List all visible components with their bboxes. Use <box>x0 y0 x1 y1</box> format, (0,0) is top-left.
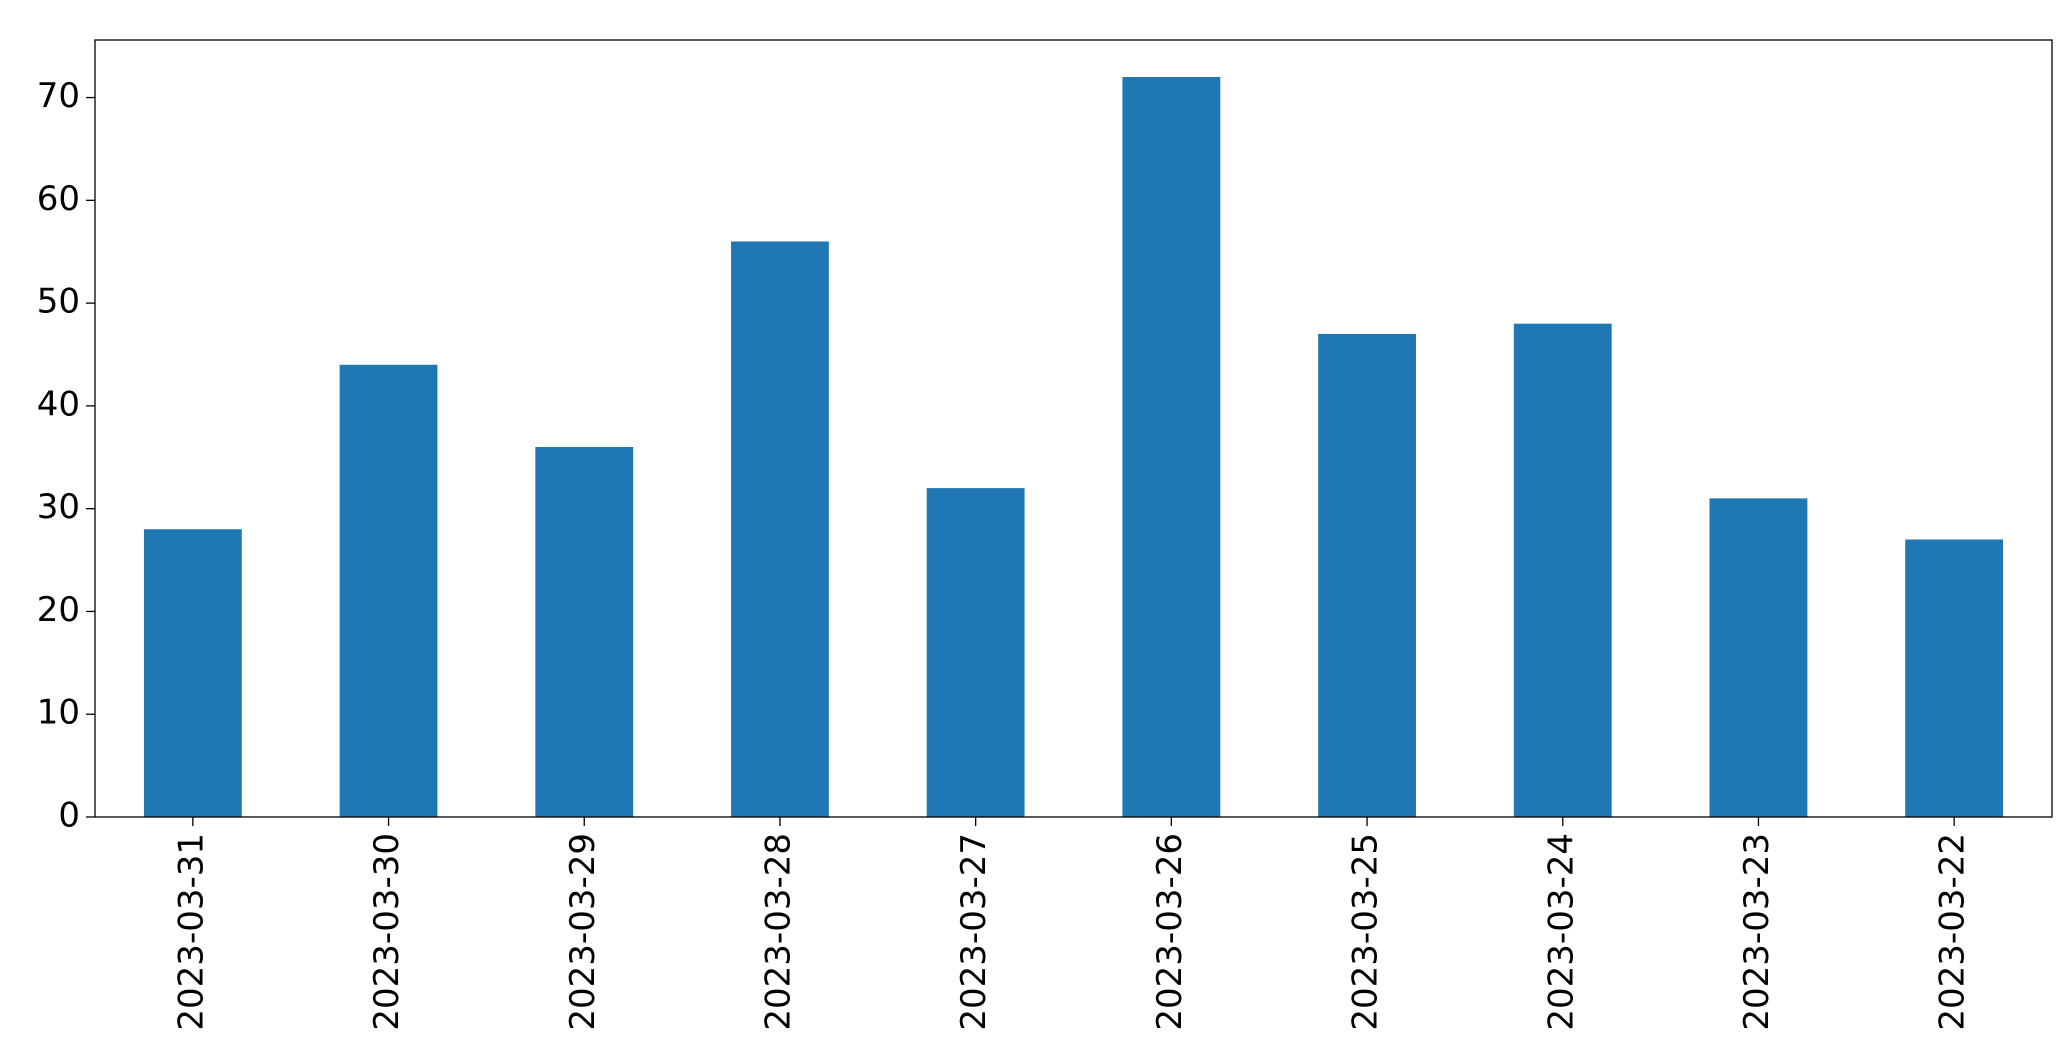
bar <box>143 529 242 817</box>
bar <box>1905 539 2004 817</box>
x-tick-label: 2023-03-23 <box>1737 833 1777 1031</box>
x-tick-label: 2023-03-28 <box>758 833 798 1031</box>
bar <box>1709 498 1808 817</box>
x-tick-label: 2023-03-26 <box>1150 833 1190 1031</box>
y-tick-label: 40 <box>37 384 80 424</box>
bar <box>1513 323 1612 817</box>
y-tick-label: 50 <box>37 282 80 322</box>
x-tick-label: 2023-03-24 <box>1541 833 1581 1031</box>
y-tick-label: 20 <box>37 590 80 630</box>
bar <box>535 447 634 817</box>
y-tick-label: 0 <box>58 796 80 836</box>
y-tick-label: 30 <box>37 487 80 527</box>
plot-frame <box>94 39 2053 818</box>
bar <box>1318 333 1416 817</box>
y-tick-label: 60 <box>37 179 80 219</box>
bar <box>926 488 1025 817</box>
x-tick-label: 2023-03-27 <box>954 833 994 1031</box>
x-tick-label: 2023-03-31 <box>171 833 211 1031</box>
y-tick-label: 10 <box>37 693 80 733</box>
bar <box>731 241 829 817</box>
bar <box>1122 77 1221 817</box>
x-tick-label: 2023-03-22 <box>1933 833 1973 1031</box>
x-tick-label: 2023-03-25 <box>1346 833 1386 1031</box>
x-tick-label: 2023-03-30 <box>367 833 407 1031</box>
x-tick-label: 2023-03-29 <box>563 833 603 1031</box>
bar <box>339 364 438 817</box>
y-tick-label: 70 <box>37 76 80 116</box>
